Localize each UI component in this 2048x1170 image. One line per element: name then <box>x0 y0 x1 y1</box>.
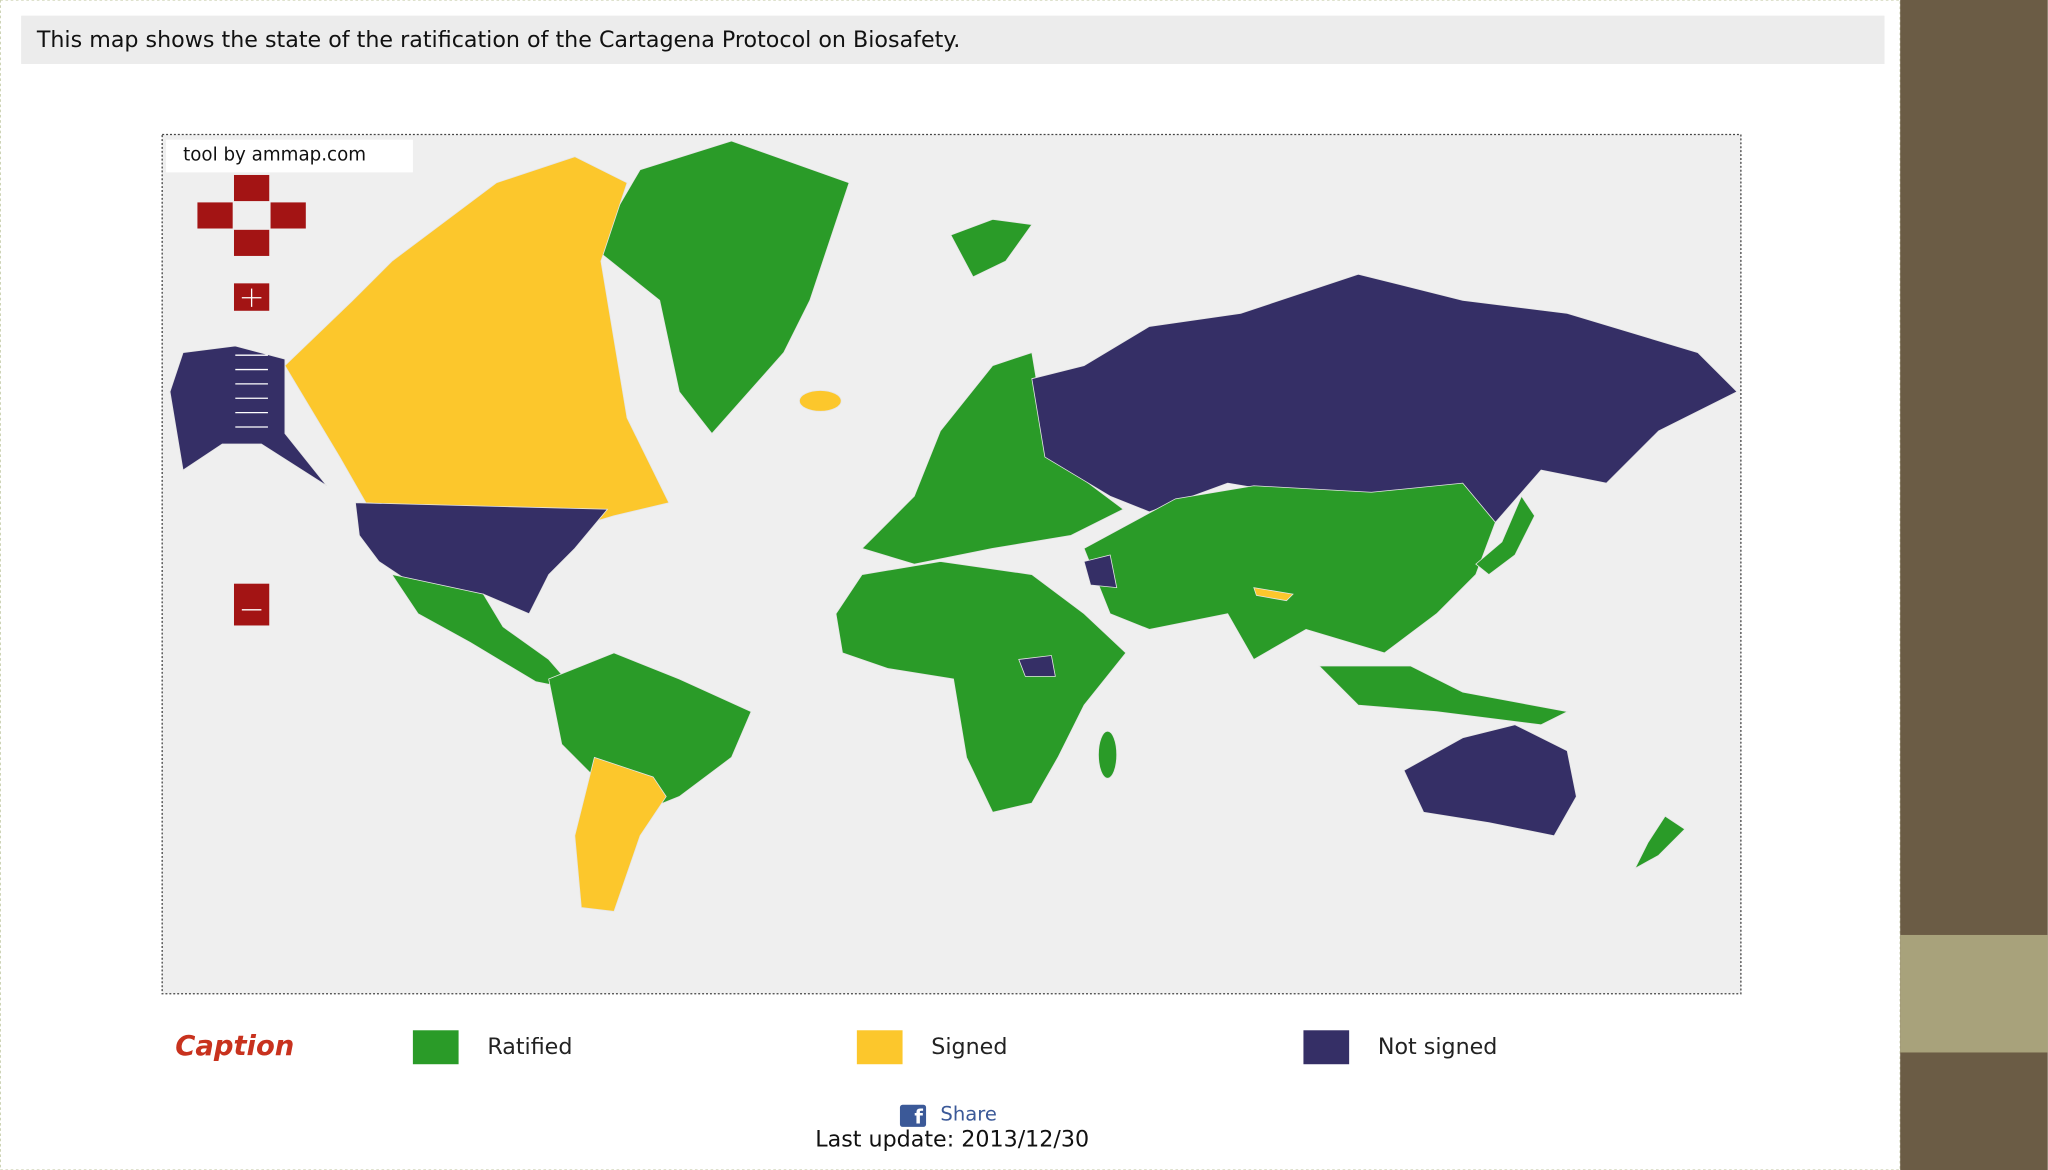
pan-up[interactable] <box>233 174 270 202</box>
map: tool by ammap.com <box>161 133 1742 995</box>
zoom-out[interactable] <box>233 583 270 626</box>
share-label[interactable]: Share <box>940 1103 997 1126</box>
asia <box>1083 482 1496 660</box>
africa <box>835 561 1127 813</box>
swatch-signed <box>856 1030 903 1065</box>
japan <box>1475 495 1536 576</box>
madagascar <box>1098 730 1118 779</box>
svalbard <box>950 218 1033 278</box>
share-button[interactable]: f Share <box>899 1103 997 1129</box>
south-sudan <box>1018 655 1056 677</box>
header-text: This map shows the state of the ratifica… <box>36 27 961 53</box>
nepal <box>1253 587 1294 602</box>
legend-title: Caption <box>175 1031 294 1062</box>
argentina <box>574 756 667 912</box>
alaska <box>169 345 328 487</box>
facebook-icon[interactable] <box>899 1104 927 1127</box>
pan-down[interactable] <box>233 229 270 256</box>
swatch-not-signed <box>1303 1030 1350 1065</box>
pan-left[interactable] <box>197 202 233 229</box>
iraq <box>1083 554 1118 589</box>
legend-label: Ratified <box>487 1034 572 1060</box>
side-band <box>1900 934 2048 1053</box>
iceland <box>799 390 842 412</box>
indonesia <box>1318 665 1569 726</box>
greenland <box>593 140 850 435</box>
new-zealand <box>1634 815 1686 870</box>
map-controls[interactable] <box>197 174 306 626</box>
attribution-box <box>166 139 413 173</box>
last-update: Last update: 2013/12/30 <box>815 1126 1089 1152</box>
zoom-slider[interactable] <box>235 354 268 428</box>
header-bar <box>21 15 1885 64</box>
legend: Caption Ratified Signed Not signed <box>175 1030 1498 1065</box>
swatch-ratified <box>412 1030 459 1065</box>
facebook-f: f <box>914 1105 923 1128</box>
attribution: tool by ammap.com <box>183 144 366 165</box>
pan-right[interactable] <box>270 202 306 229</box>
australia <box>1403 724 1577 837</box>
legend-label: Not signed <box>1378 1034 1498 1060</box>
legend-label: Signed <box>931 1034 1007 1060</box>
